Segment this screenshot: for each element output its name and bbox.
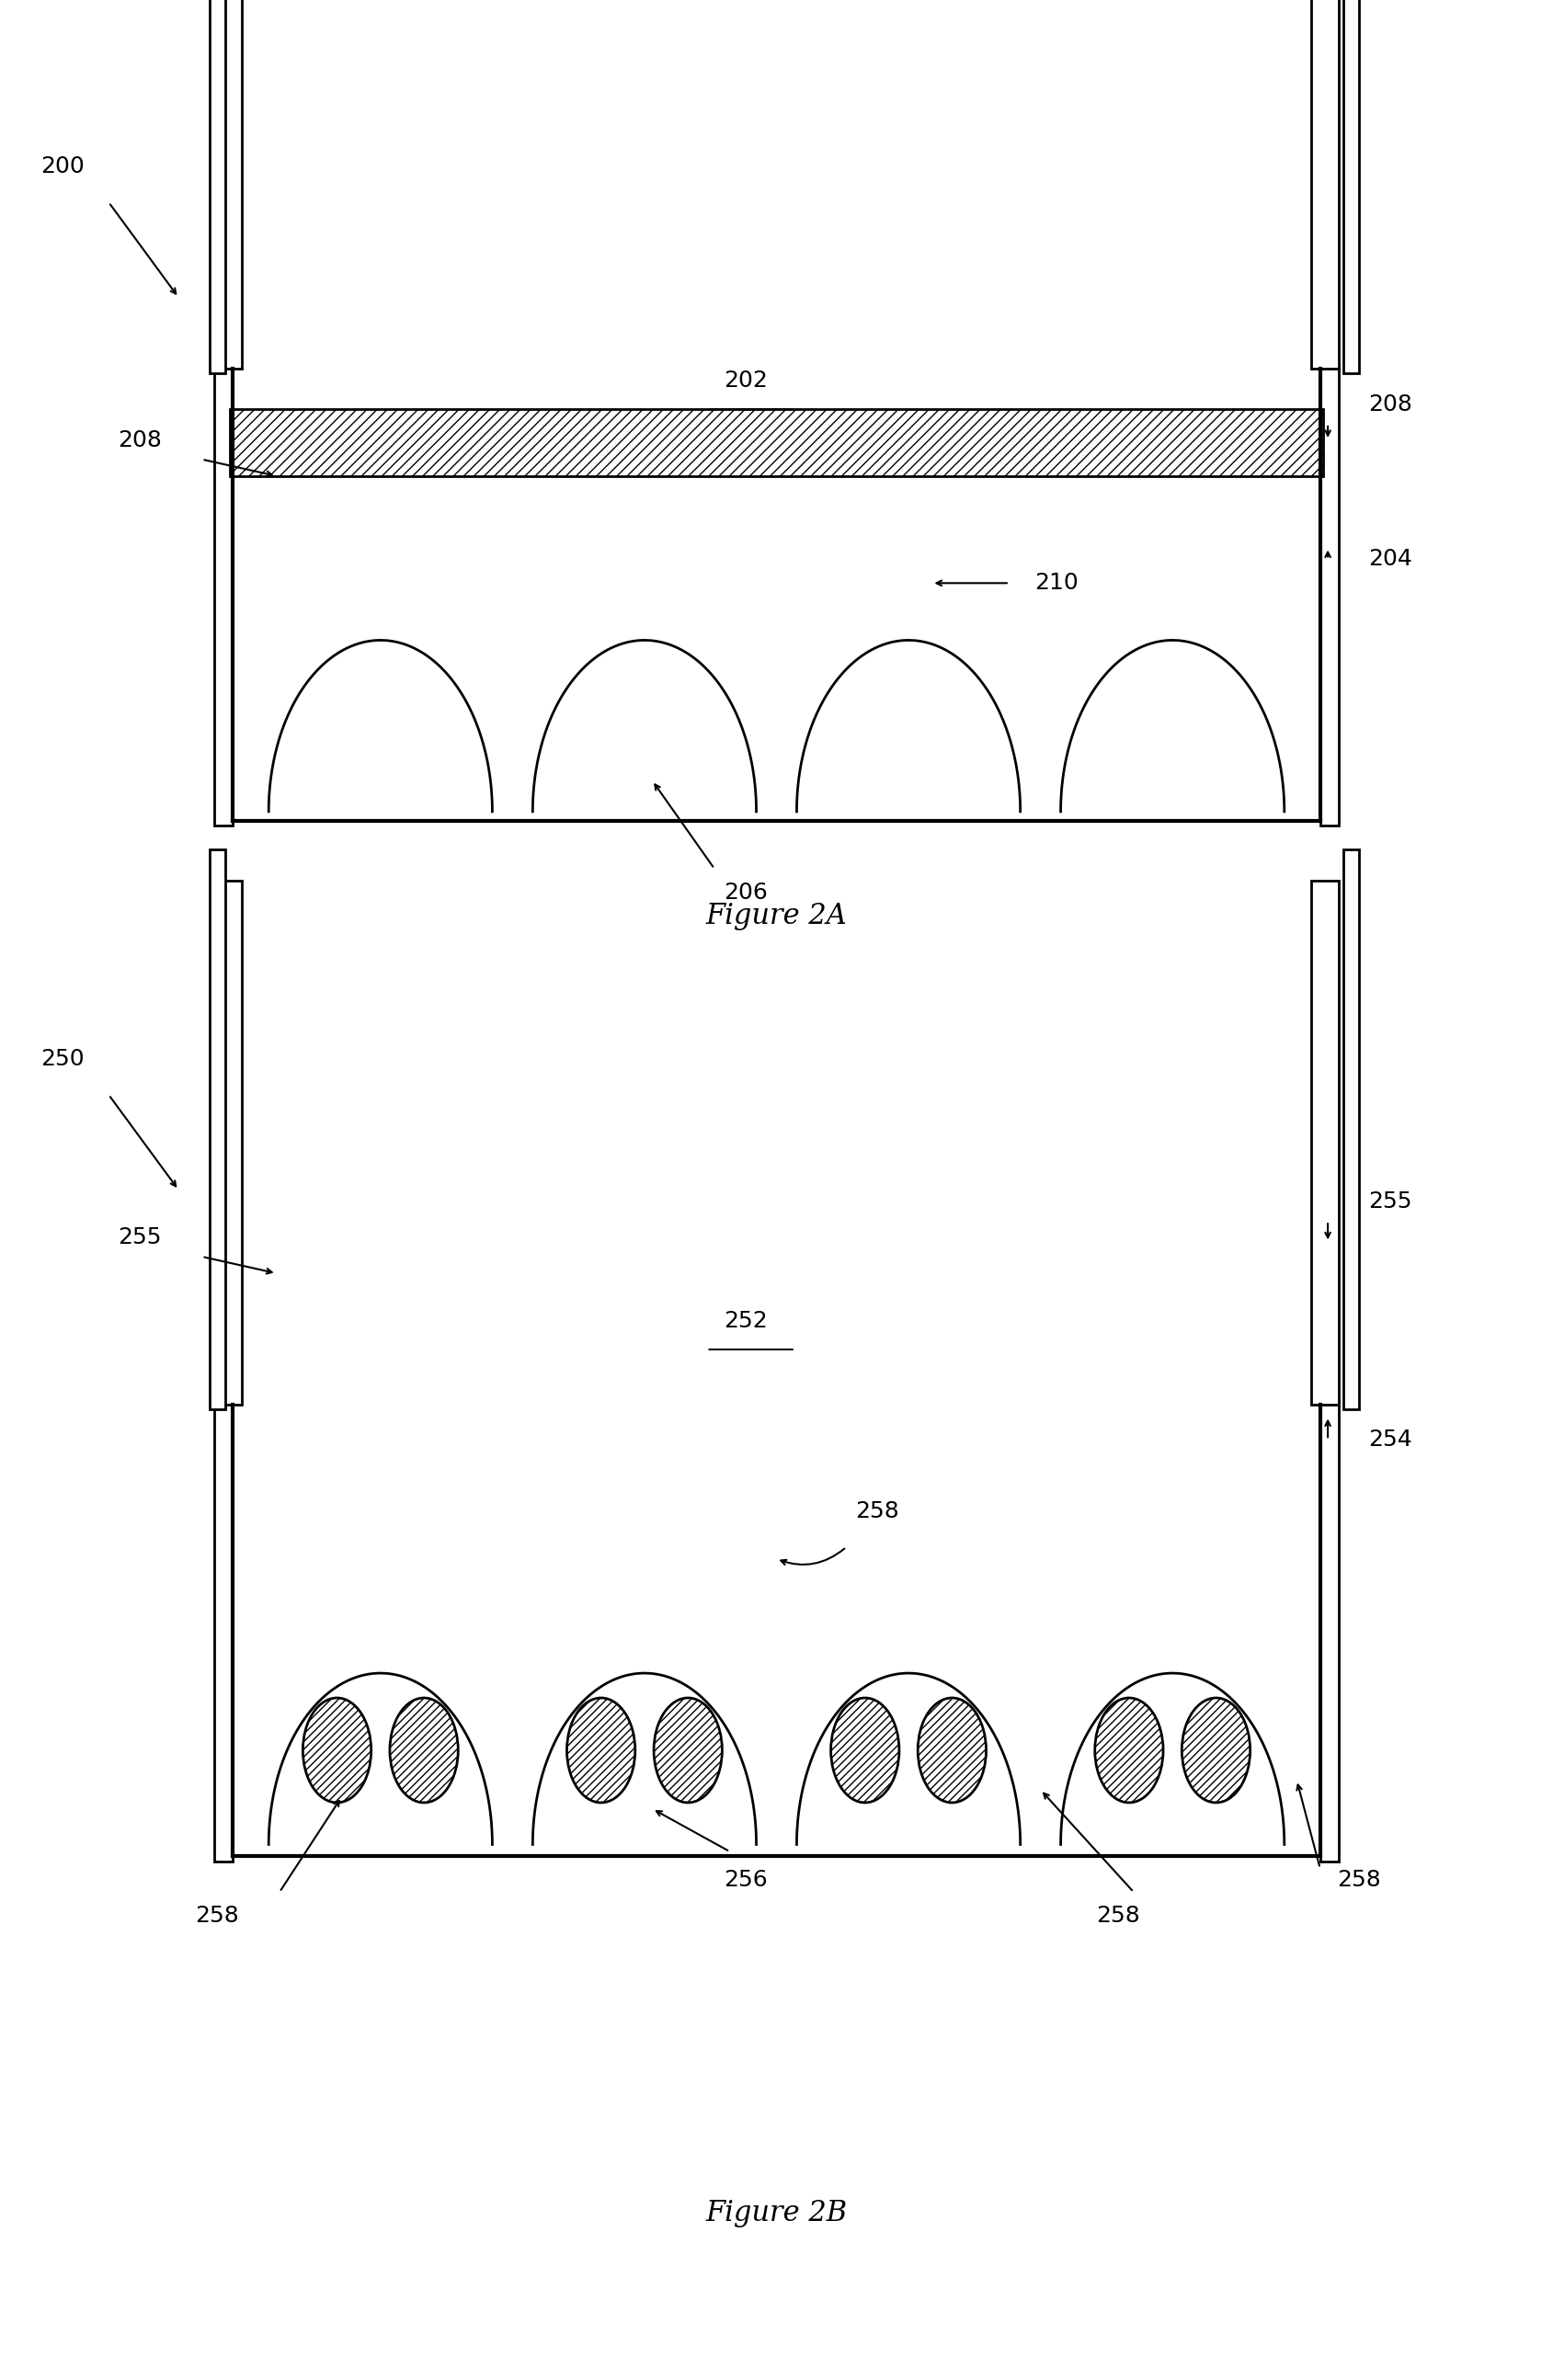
FancyBboxPatch shape [1343,850,1359,1409]
FancyBboxPatch shape [1311,881,1339,1404]
Text: 254: 254 [1368,1428,1412,1452]
Text: 210: 210 [1034,571,1078,595]
Text: 208: 208 [118,428,162,452]
FancyBboxPatch shape [210,0,225,374]
FancyBboxPatch shape [1343,0,1359,374]
FancyBboxPatch shape [1320,1399,1339,1861]
Text: 258: 258 [856,1499,899,1523]
Text: 255: 255 [118,1226,162,1250]
Text: 258: 258 [1337,1868,1381,1892]
Text: Figure 2B: Figure 2B [705,2199,848,2228]
Text: 256: 256 [724,1868,767,1892]
Text: 204: 204 [1368,547,1412,571]
FancyBboxPatch shape [1311,0,1339,369]
FancyBboxPatch shape [1320,364,1339,826]
FancyBboxPatch shape [214,364,233,826]
Text: 202: 202 [724,369,767,393]
FancyBboxPatch shape [214,0,242,369]
Text: 255: 255 [1368,1190,1412,1214]
Text: Figure 2A: Figure 2A [705,902,848,931]
Text: 200: 200 [40,155,84,178]
Text: 250: 250 [40,1047,84,1071]
FancyBboxPatch shape [214,881,242,1404]
FancyBboxPatch shape [210,850,225,1409]
Text: 206: 206 [724,881,767,904]
Text: 258: 258 [196,1904,239,1928]
Text: 258: 258 [1096,1904,1140,1928]
Text: 208: 208 [1368,393,1412,416]
Text: 252: 252 [724,1309,767,1333]
FancyBboxPatch shape [214,1399,233,1861]
FancyBboxPatch shape [230,409,1323,476]
